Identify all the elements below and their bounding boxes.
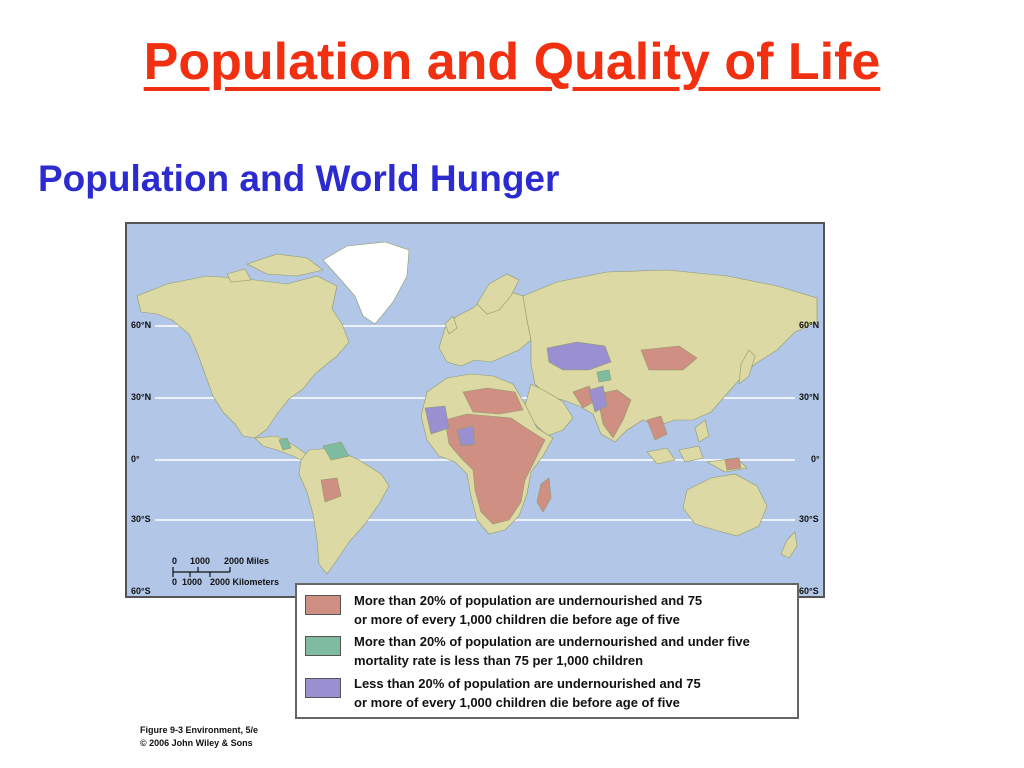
greenland — [322, 241, 410, 325]
scale-mile-1000: 1000 — [190, 556, 211, 566]
lat-label-30s-left: 30°S — [131, 514, 151, 524]
central-asia-cat1 — [640, 345, 698, 371]
legend-text-cat1: More than 20% of population are undernou… — [354, 591, 804, 629]
legend-cat1-line1: More than 20% of population are undernou… — [354, 593, 703, 608]
sahel-cat1 — [462, 387, 524, 415]
credit-line2: © 2006 John Wiley & Sons — [140, 738, 253, 748]
slide-subtitle: Population and World Hunger — [38, 158, 560, 199]
scale-mile-2000: 2000 Miles — [224, 556, 270, 566]
british-isles — [444, 315, 458, 335]
credit-line1: Figure 9-3 Environment, 5/e — [140, 725, 259, 735]
pakistan-cat3 — [588, 385, 608, 413]
figure-credit: Figure 9-3 Environment, 5/e © 2006 John … — [140, 724, 258, 750]
lat-label-30n-left: 30°N — [131, 392, 152, 402]
map-legend: More than 20% of population are undernou… — [295, 583, 799, 719]
nigeria-cat3 — [456, 425, 476, 447]
scale-km-2000: 2000 Kilometers — [210, 577, 280, 587]
legend-cat3-line1: Less than 20% of population are undernou… — [354, 676, 701, 691]
australia — [682, 473, 768, 537]
venezuela-cat2 — [322, 441, 350, 461]
southeast-asia-islands — [646, 419, 748, 473]
scale-mile-0: 0 — [172, 556, 178, 566]
north-america — [136, 275, 350, 439]
lat-label-equator-right: 0° — [811, 454, 820, 464]
japan — [738, 349, 756, 385]
scale-km-0: 0 — [172, 577, 178, 587]
kazakhstan-cat3 — [546, 341, 612, 371]
world-hunger-map: 60°N 30°N 0° 30°S 60°S 60°N 30°N 0° 30°S… — [125, 222, 825, 598]
lat-label-60s-right: 60°S — [799, 586, 819, 596]
legend-cat1-line2: or more of every 1,000 children die befo… — [354, 612, 680, 627]
scale-km-1000: 1000 — [182, 577, 203, 587]
scandinavia — [476, 273, 520, 315]
map-svg — [136, 241, 818, 575]
png-cat1 — [724, 457, 742, 471]
southeast-asia-cat1 — [646, 415, 668, 441]
new-zealand — [780, 531, 798, 559]
legend-cat2-line2: mortality rate is less than 75 per 1,000… — [354, 653, 644, 668]
south-america — [298, 447, 390, 575]
central-asia-cat2 — [596, 369, 612, 383]
legend-swatch-cat1 — [305, 595, 341, 615]
legend-swatch-cat2 — [305, 636, 341, 656]
west-africa-cat3 — [424, 405, 450, 435]
lat-label-equator-left: 0° — [131, 454, 140, 464]
scale-bar-graphic — [172, 567, 231, 577]
legend-text-cat2: More than 20% of population are undernou… — [354, 632, 804, 670]
bolivia-cat1 — [320, 477, 342, 503]
lat-label-60s-left: 60°S — [131, 586, 151, 596]
slide-title: Population and Quality of Life — [143, 33, 881, 91]
legend-text-cat3: Less than 20% of population are undernou… — [354, 674, 804, 712]
lat-label-30n-right: 30°N — [799, 392, 820, 402]
legend-cat3-line2: or more of every 1,000 children die befo… — [354, 695, 680, 710]
lat-label-30s-right: 30°S — [799, 514, 819, 524]
lat-label-60n-right: 60°N — [799, 320, 820, 330]
arctic-islands — [226, 253, 324, 283]
lat-label-60n-left: 60°N — [131, 320, 152, 330]
legend-swatch-cat3 — [305, 678, 341, 698]
central-america-cat2 — [278, 437, 292, 451]
legend-cat2-line1: More than 20% of population are undernou… — [354, 634, 750, 649]
madagascar — [536, 477, 552, 513]
